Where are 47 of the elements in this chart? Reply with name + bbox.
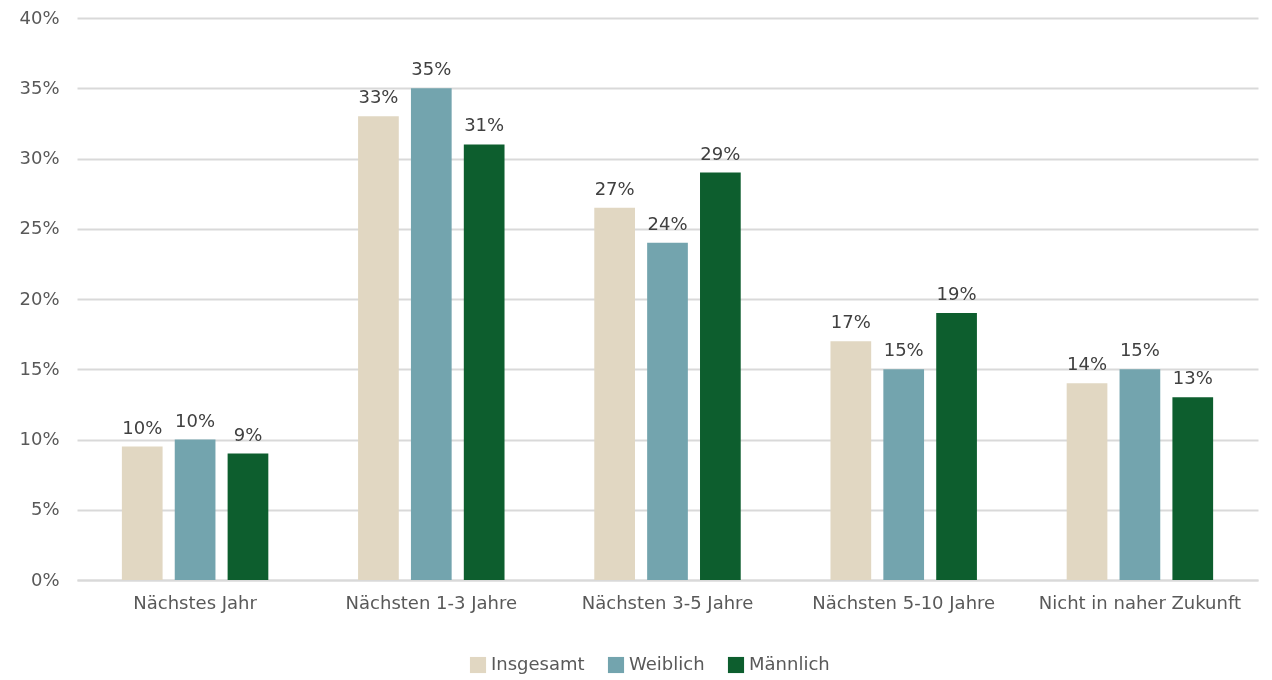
data-label: 31% [464,114,505,136]
data-label: 17% [830,311,871,333]
y-tick-label: 10% [19,428,60,449]
bar [227,453,269,580]
data-label: 9% [233,423,263,445]
y-tick-label: 20% [19,287,60,309]
bar [1172,397,1214,580]
x-tick-label: Nächsten 1-3 Jahre [345,591,517,613]
data-label: 24% [647,212,688,234]
bar [830,341,872,580]
bar [647,242,688,580]
bar [121,446,163,580]
bar [1119,369,1161,580]
y-tick-label: 25% [19,217,60,239]
x-tick-label: Nächsten 3-5 Jahre [581,591,754,613]
bar [594,207,635,580]
legend-label: Insgesamt [491,653,585,674]
data-label: 27% [594,177,635,199]
bar [700,172,741,580]
bar [1066,383,1108,580]
y-tick-label: 5% [30,498,60,520]
bar [174,439,216,580]
y-tick-label: 0% [30,568,60,590]
y-tick-label: 30% [19,147,60,168]
data-label: 33% [358,86,399,108]
bar [936,313,977,580]
data-label: 13% [1172,367,1213,389]
data-label: 15% [883,339,924,361]
y-tick-label: 15% [19,357,60,379]
data-label: 19% [936,283,977,305]
x-tick-label: Nächstes Jahr [133,591,258,613]
bar [410,88,452,580]
bar [463,144,505,580]
bar [358,116,399,580]
bar [883,369,925,580]
y-tick-label: 40% [19,6,60,28]
data-label: 10% [122,416,163,438]
data-label: 35% [411,58,452,80]
x-tick-label: Nicht in naher Zukunft [1038,591,1242,613]
legend-label: Männlich [749,653,830,674]
data-label: 14% [1067,353,1108,375]
data-label: 29% [700,142,741,164]
x-tick-label: Nächsten 5-10 Jahre [812,591,996,613]
data-label: 15% [1119,339,1160,361]
y-tick-label: 35% [19,76,60,98]
legend-label: Weiblich [629,653,705,674]
data-label: 10% [175,409,216,431]
